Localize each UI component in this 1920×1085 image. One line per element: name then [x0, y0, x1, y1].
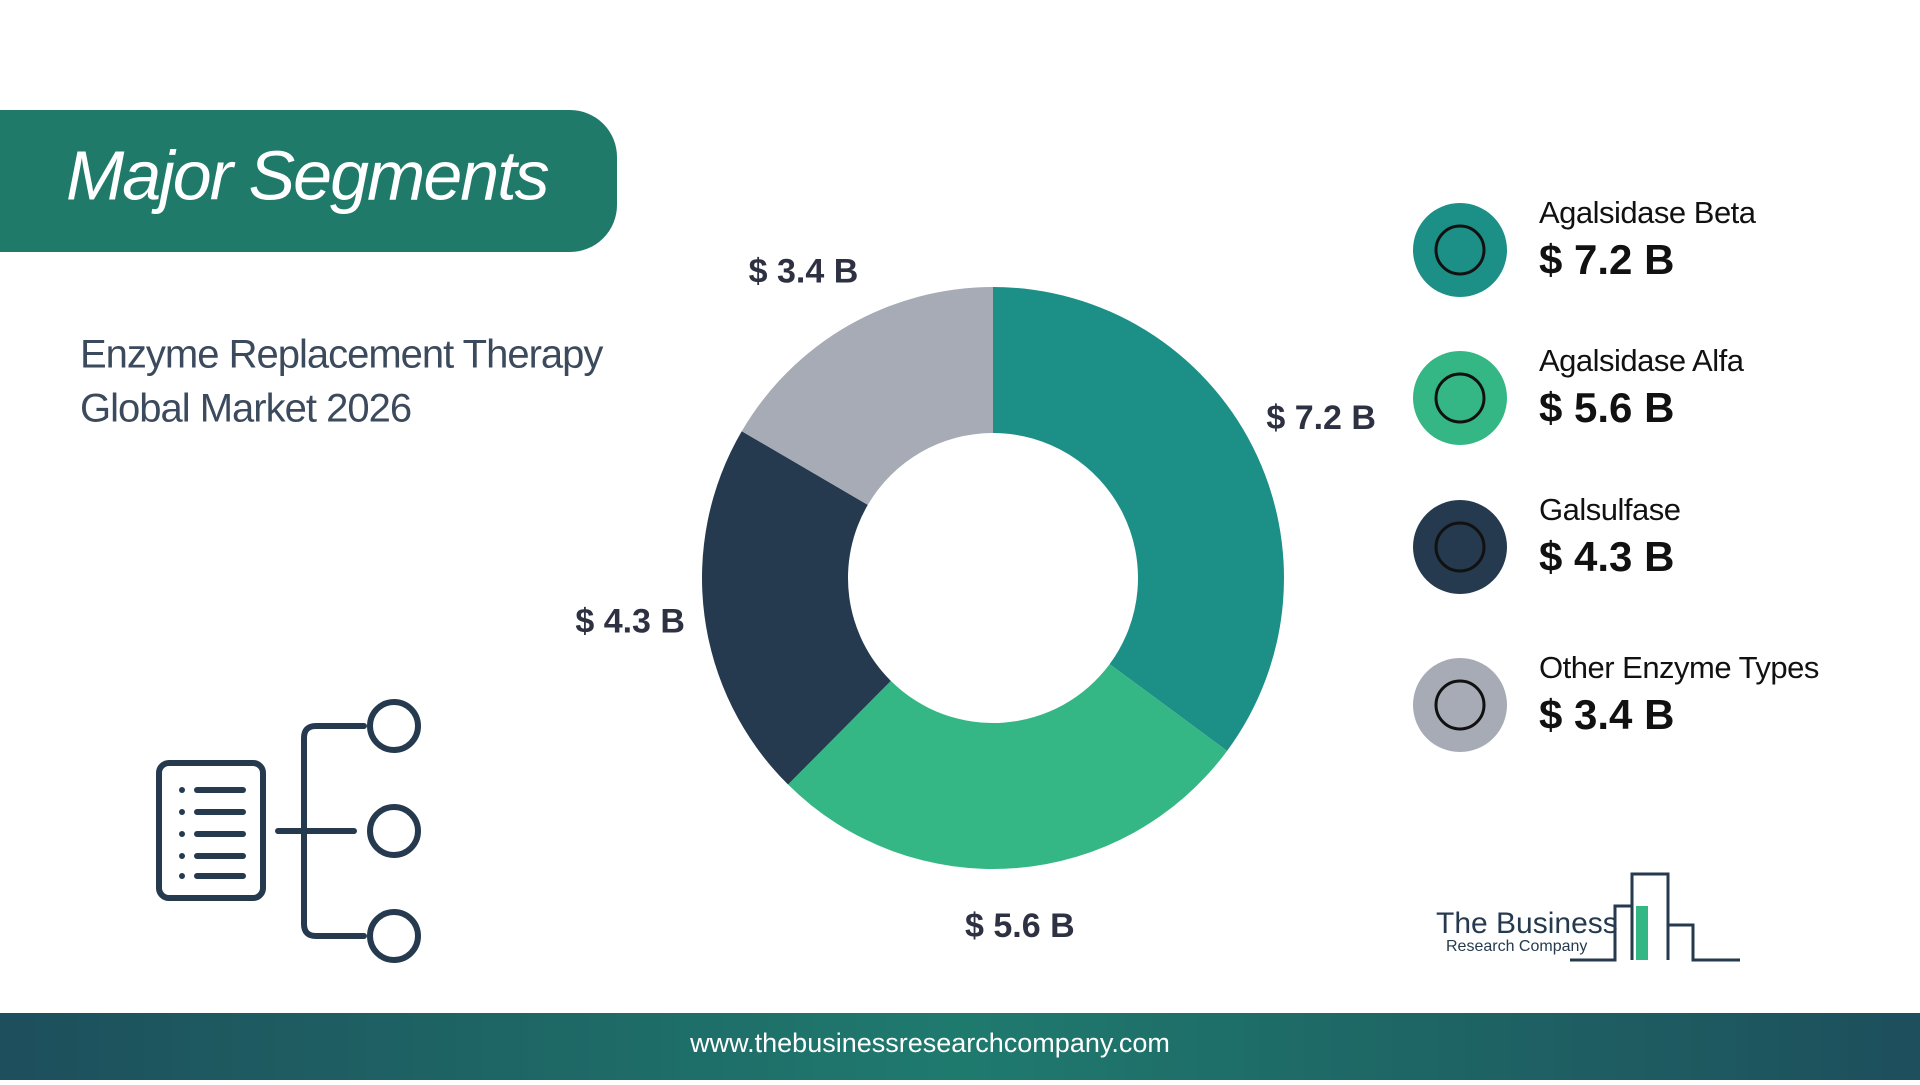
legend-icon — [1413, 500, 1507, 594]
logo-text: Research Company — [1446, 938, 1587, 955]
data-label: $ 5.6 B — [965, 907, 1075, 945]
legend-icon-glyph — [1434, 224, 1486, 276]
title: Major Segments — [66, 136, 549, 214]
data-label: $ 7.2 B — [1266, 399, 1376, 437]
legend-name: Agalsidase Alfa — [1539, 343, 1745, 378]
donut-segment — [702, 431, 891, 785]
data-label: $ 3.4 B — [749, 253, 859, 291]
legend-value: $ 7.2 B — [1539, 236, 1674, 283]
subtitle: Enzyme Replacement Therapy — [80, 333, 603, 377]
donut-segment — [741, 287, 993, 505]
legend-icon-glyph — [1434, 679, 1486, 731]
legend-icon — [1413, 658, 1507, 752]
legend-icon — [1413, 203, 1507, 297]
footer-url: www.thebusinessresearchcompany.com — [689, 1028, 1170, 1058]
legend-icon-glyph — [1434, 521, 1486, 573]
legend-value: $ 3.4 B — [1539, 691, 1674, 738]
legend-value: $ 4.3 B — [1539, 533, 1674, 580]
legend-icon — [1413, 351, 1507, 445]
legend-value: $ 5.6 B — [1539, 384, 1674, 431]
subtitle: Global Market 2026 — [80, 387, 411, 431]
logo-text: The Business — [1436, 907, 1618, 940]
title-banner — [0, 110, 617, 252]
logo: The Business Research Company — [1436, 872, 1740, 962]
donut-segment — [788, 664, 1228, 870]
legend-icon-glyph — [1434, 372, 1486, 424]
footer-band — [0, 1013, 1920, 1080]
tree-icon — [156, 699, 421, 963]
legend-name: Agalsidase Beta — [1539, 195, 1757, 230]
legend-name: Other Enzyme Types — [1539, 650, 1819, 685]
legend-name: Galsulfase — [1539, 492, 1680, 527]
data-label: $ 4.3 B — [575, 603, 685, 641]
donut-segment — [993, 287, 1285, 751]
